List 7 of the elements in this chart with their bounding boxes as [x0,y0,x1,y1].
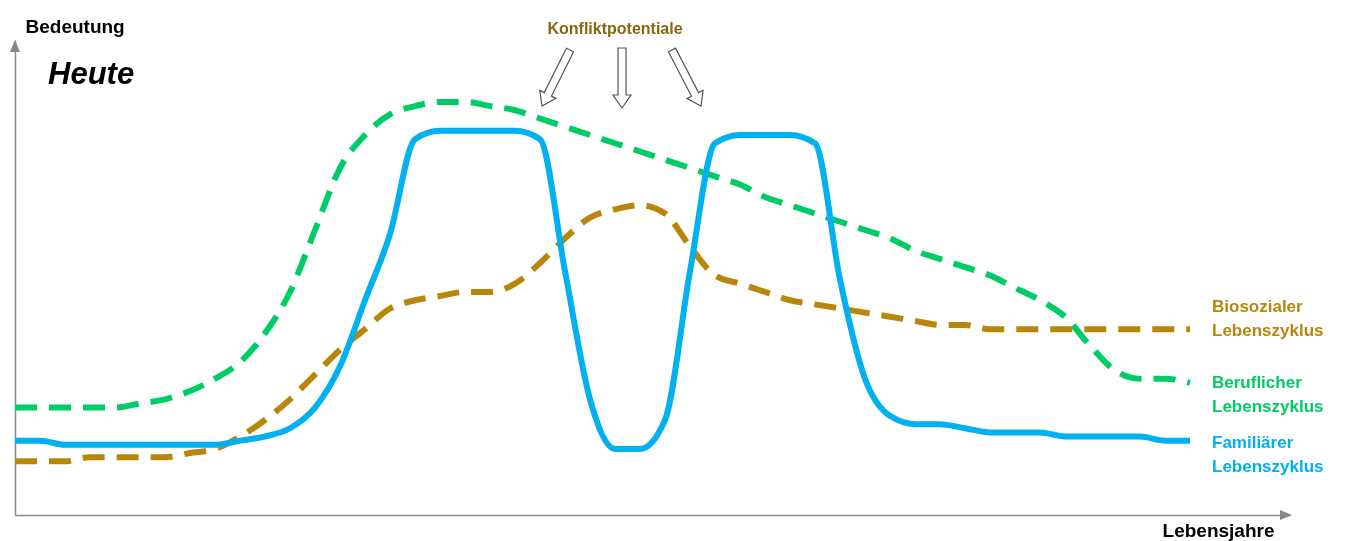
chart-title: Heute [48,56,135,91]
series-label: Beruflicher Lebenszyklus [1212,372,1324,416]
series-label: Familiärer Lebenszyklus [1212,432,1324,476]
series-label: Biosozialer Lebenszyklus [1212,297,1324,341]
x-axis-title: Lebensjahre [1162,519,1275,541]
text: Konfliktpotentiale [547,20,683,37]
y-axis-title: Bedeutung [25,15,125,37]
